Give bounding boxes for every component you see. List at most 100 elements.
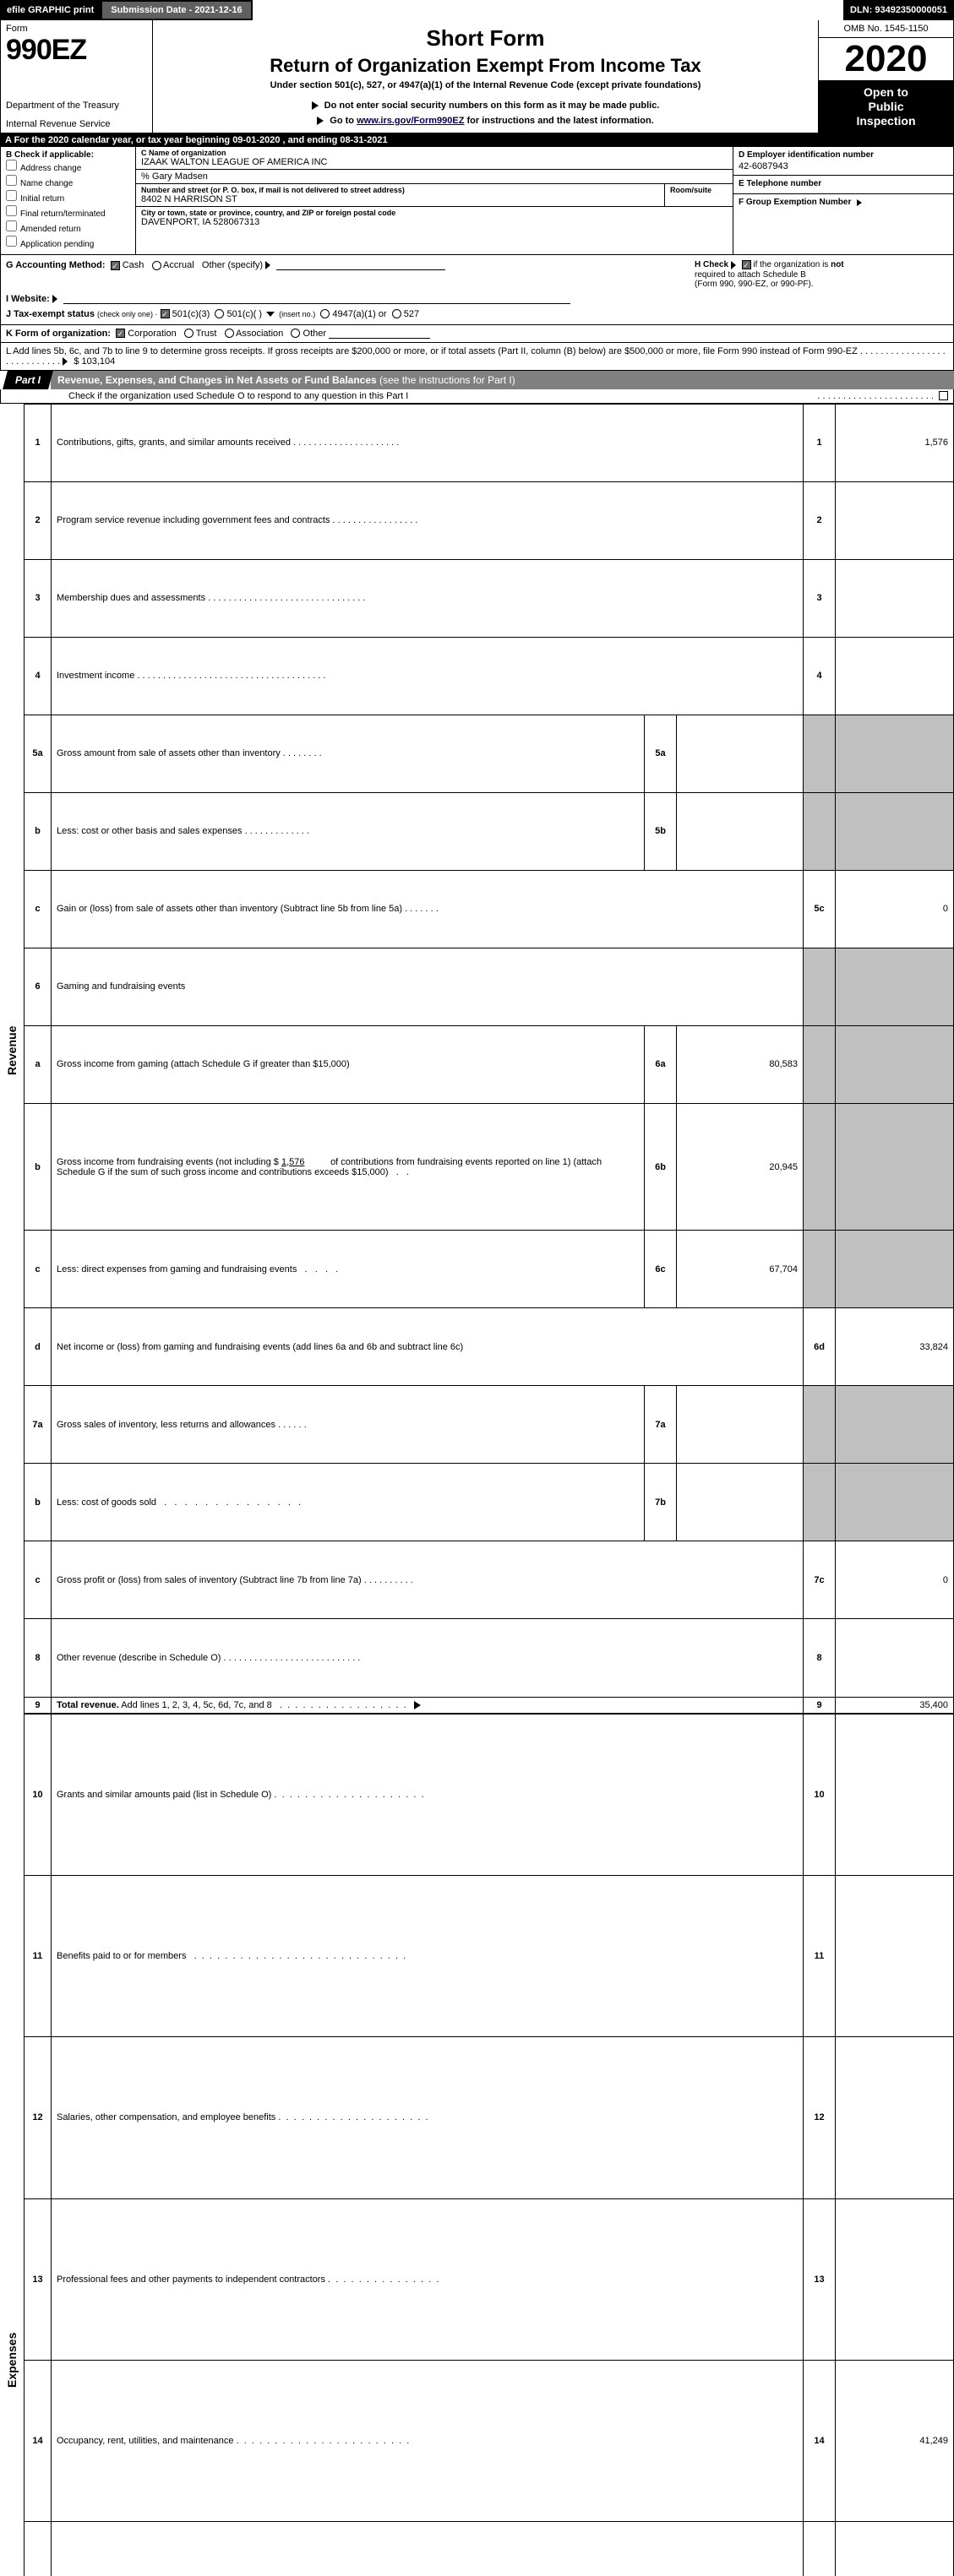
short-form-title: Short Form [161,25,810,52]
checkbox-icon[interactable] [6,236,17,247]
line-l: L Add lines 5b, 6c, and 7b to line 9 to … [0,343,954,371]
topbar-spacer [253,0,843,20]
arrow-icon [857,199,862,206]
cb-amended-return[interactable]: Amended return [6,220,130,234]
table-row: b Less: cost of goods sold . . . . . . .… [0,1464,954,1541]
cb-initial-return[interactable]: Initial return [6,190,130,204]
checkbox-icon[interactable] [6,220,17,231]
radio-icon[interactable] [392,309,401,318]
checkbox-checked-icon[interactable]: ✓ [742,260,751,269]
org-name-row: C Name of organization IZAAK WALTON LEAG… [136,147,733,170]
cb-address-change[interactable]: Address change [6,160,130,173]
box-b: B Check if applicable: Address change Na… [1,147,136,254]
addr-val: 8402 N HARRISON ST [141,194,659,204]
org-name: IZAAK WALTON LEAGUE OF AMERICA INC [141,157,728,167]
dept-irs: Internal Revenue Service [6,119,147,129]
part1-check-row: Check if the organization used Schedule … [0,389,954,404]
line-val: 1,576 [836,404,954,481]
checkbox-checked-icon[interactable]: ✓ [116,329,125,338]
goto-pre: Go to [330,116,357,126]
part1-title: Revenue, Expenses, and Changes in Net As… [51,371,954,389]
expenses-table: Expenses 10 Grants and similar amounts p… [0,1714,954,2576]
table-row: 7a Gross sales of inventory, less return… [0,1386,954,1464]
k-other: Other [303,329,327,339]
table-row: 8 Other revenue (describe in Schedule O)… [0,1619,954,1697]
box-c: C Name of organization IZAAK WALTON LEAG… [136,147,733,254]
cb-final-return[interactable]: Final return/terminated [6,205,130,219]
omb-number: OMB No. 1545-1150 [819,20,953,38]
open-line1: Open to [822,85,950,100]
part1-sub: (see the instructions for Part I) [379,374,515,386]
org-name-label: C Name of organization [141,149,728,157]
section-ghij: G Accounting Method: ✓ Cash Accrual Othe… [0,255,954,324]
j-501c: 501(c)( ) [226,309,262,319]
arrow-icon [63,357,68,366]
radio-icon[interactable] [152,261,161,270]
arrow-icon [731,261,736,269]
line-a-bar: A For the 2020 calendar year, or tax yea… [0,133,954,147]
room-suite: Room/suite [665,184,733,206]
l-val: $ 103,104 [74,356,115,367]
table-row: 12Salaries, other compensation, and empl… [0,2037,954,2198]
return-title: Return of Organization Exempt From Incom… [161,55,810,77]
open-to-public: Open to Public Inspection [819,80,953,133]
part1-tab: Part I [3,371,53,389]
goto-post: for instructions and the latest informat… [467,116,654,126]
city-label: City or town, state or province, country… [141,209,728,217]
k-other-field[interactable] [329,329,430,339]
checkbox-icon[interactable] [6,175,17,186]
radio-icon[interactable] [184,329,194,338]
j-501c3: 501(c)(3) [172,309,210,319]
group-exempt-label: F Group Exemption Number [739,198,851,207]
table-row: Revenue 1 Contributions, gifts, grants, … [0,404,954,481]
city-row: City or town, state or province, country… [136,207,733,229]
form-header: Form 990EZ Department of the Treasury In… [0,20,954,133]
arrow-icon [317,117,324,125]
phone-label: E Telephone number [739,179,948,188]
checkbox-icon[interactable] [939,391,948,400]
checkbox-icon[interactable] [6,160,17,171]
checkbox-icon[interactable] [6,205,17,216]
part1-check-text: Check if the organization used Schedule … [68,391,817,401]
do-not-enter: Do not enter social security numbers on … [161,101,810,111]
radio-icon[interactable] [225,329,234,338]
radio-icon[interactable] [291,329,300,338]
under-section: Under section 501(c), 527, or 4947(a)(1)… [161,80,810,90]
table-row: 9 Total revenue. Add lines 1, 2, 3, 4, 5… [0,1697,954,1713]
line-desc: Contributions, gifts, grants, and simila… [52,404,804,481]
j-insert: (insert no.) [279,310,315,318]
do-not-text: Do not enter social security numbers on … [324,101,660,111]
checkbox-checked-icon[interactable]: ✓ [111,261,120,270]
submission-date-label[interactable]: Submission Date - 2021-12-16 [101,0,252,20]
radio-icon[interactable] [215,309,224,318]
g-accrual: Accrual [163,260,194,270]
arrow-icon [414,1701,421,1709]
table-row: c Gross profit or (loss) from sales of i… [0,1541,954,1619]
cb-name-change[interactable]: Name change [6,175,130,188]
table-row: 14Occupancy, rent, utilities, and mainte… [0,2361,954,2522]
other-specify-field[interactable] [276,260,445,270]
care-of: % Gary Madsen [141,171,728,182]
table-row: 15Printing, publications, postage, and s… [0,2522,954,2576]
arrow-icon [265,261,270,269]
table-row: Expenses 10 Grants and similar amounts p… [0,1714,954,1875]
triangle-icon [266,312,275,317]
website-field[interactable] [63,294,570,304]
line-rnum: 1 [804,404,836,481]
checkbox-checked-icon[interactable]: ✓ [161,309,170,318]
k-assoc: Association [236,329,283,339]
revenue-vlabel: Revenue [5,406,19,1694]
line-num: 1 [25,404,52,481]
line-i: I Website: [6,294,948,304]
efile-print-label[interactable]: efile GRAPHIC print [0,0,101,20]
table-row: 6 Gaming and fundraising events [0,948,954,1025]
cb-application-pending[interactable]: Application pending [6,236,130,249]
irs-link[interactable]: www.irs.gov/Form990EZ [357,116,464,126]
arrow-icon [312,101,319,110]
room-label: Room/suite [670,186,728,194]
radio-icon[interactable] [320,309,330,318]
k-trust: Trust [196,329,217,339]
expenses-vlabel: Expenses [5,1716,19,2576]
checkbox-icon[interactable] [6,190,17,201]
line-j: J Tax-exempt status (check only one) · ✓… [6,309,948,319]
